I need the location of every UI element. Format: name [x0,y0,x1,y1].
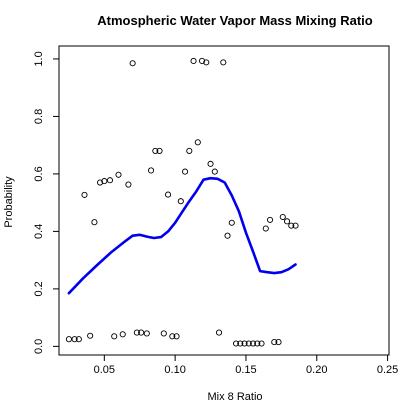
data-point [165,191,172,198]
chart-title: Atmospheric Water Vapor Mass Mixing Rati… [97,13,373,28]
y-tick-label: 0.8 [33,109,45,124]
data-point [169,333,176,340]
data-point [245,340,252,347]
data-point [160,330,167,337]
data-point [138,329,145,336]
data-point [211,168,218,175]
data-point [194,139,201,146]
data-point [182,168,189,175]
data-point [224,232,231,239]
data-point [81,191,88,198]
data-point [111,333,118,340]
data-point [266,216,274,223]
plot-frame [58,45,390,356]
data-point [207,160,214,167]
smooth-line-layer [67,176,297,295]
data-point [232,340,240,347]
data-point [203,59,210,66]
y-tick-label: 0.2 [33,281,45,296]
data-point [97,179,104,186]
x-axis: 0.05 0.10 0.15 0.20 0.25 [94,354,398,376]
data-point [173,333,180,340]
data-point [237,340,244,347]
data-point [275,339,282,346]
x-tick-label: 0.25 [377,364,398,376]
data-point [177,198,184,205]
data-point [119,331,126,338]
y-tick-label: 1.0 [33,51,45,66]
smooth-line [67,176,297,295]
y-tick-label: 0.0 [33,339,45,354]
y-axis-label: Probability [3,176,15,228]
data-points [65,57,299,347]
x-tick-label: 0.20 [306,364,327,376]
data-point [186,147,193,154]
data-point [292,222,299,229]
data-point [101,178,108,185]
data-point [65,336,72,343]
data-point [249,340,257,347]
data-point [271,339,278,346]
data-point [190,57,197,64]
data-point [129,60,136,67]
x-tick-label: 0.10 [164,364,185,376]
x-tick-label: 0.15 [235,364,256,376]
data-point [75,336,82,343]
data-point [152,147,159,154]
data-point [148,167,155,174]
data-point [91,219,98,226]
data-point [262,225,269,232]
data-point [106,177,114,184]
data-point [71,336,78,343]
data-point [283,218,291,225]
data-point [279,213,286,221]
data-point [258,340,265,347]
data-point [87,332,94,339]
data-point [198,57,206,64]
y-tick-label: 0.6 [33,166,45,181]
data-point [115,171,122,178]
y-tick-label: 0.4 [33,224,45,239]
data-point [215,329,223,336]
x-axis-label: Mix 8 Ratio [207,391,262,403]
data-point [125,181,132,188]
data-point [143,330,150,337]
data-point [156,147,163,154]
data-point [133,329,140,336]
data-point [241,340,248,347]
data-point [288,222,295,229]
x-tick-label: 0.05 [94,364,115,376]
data-point [254,340,261,347]
data-point [220,59,227,66]
data-point [228,219,235,226]
y-axis: 0.0 0.2 0.4 0.6 0.8 1.0 [33,51,60,354]
